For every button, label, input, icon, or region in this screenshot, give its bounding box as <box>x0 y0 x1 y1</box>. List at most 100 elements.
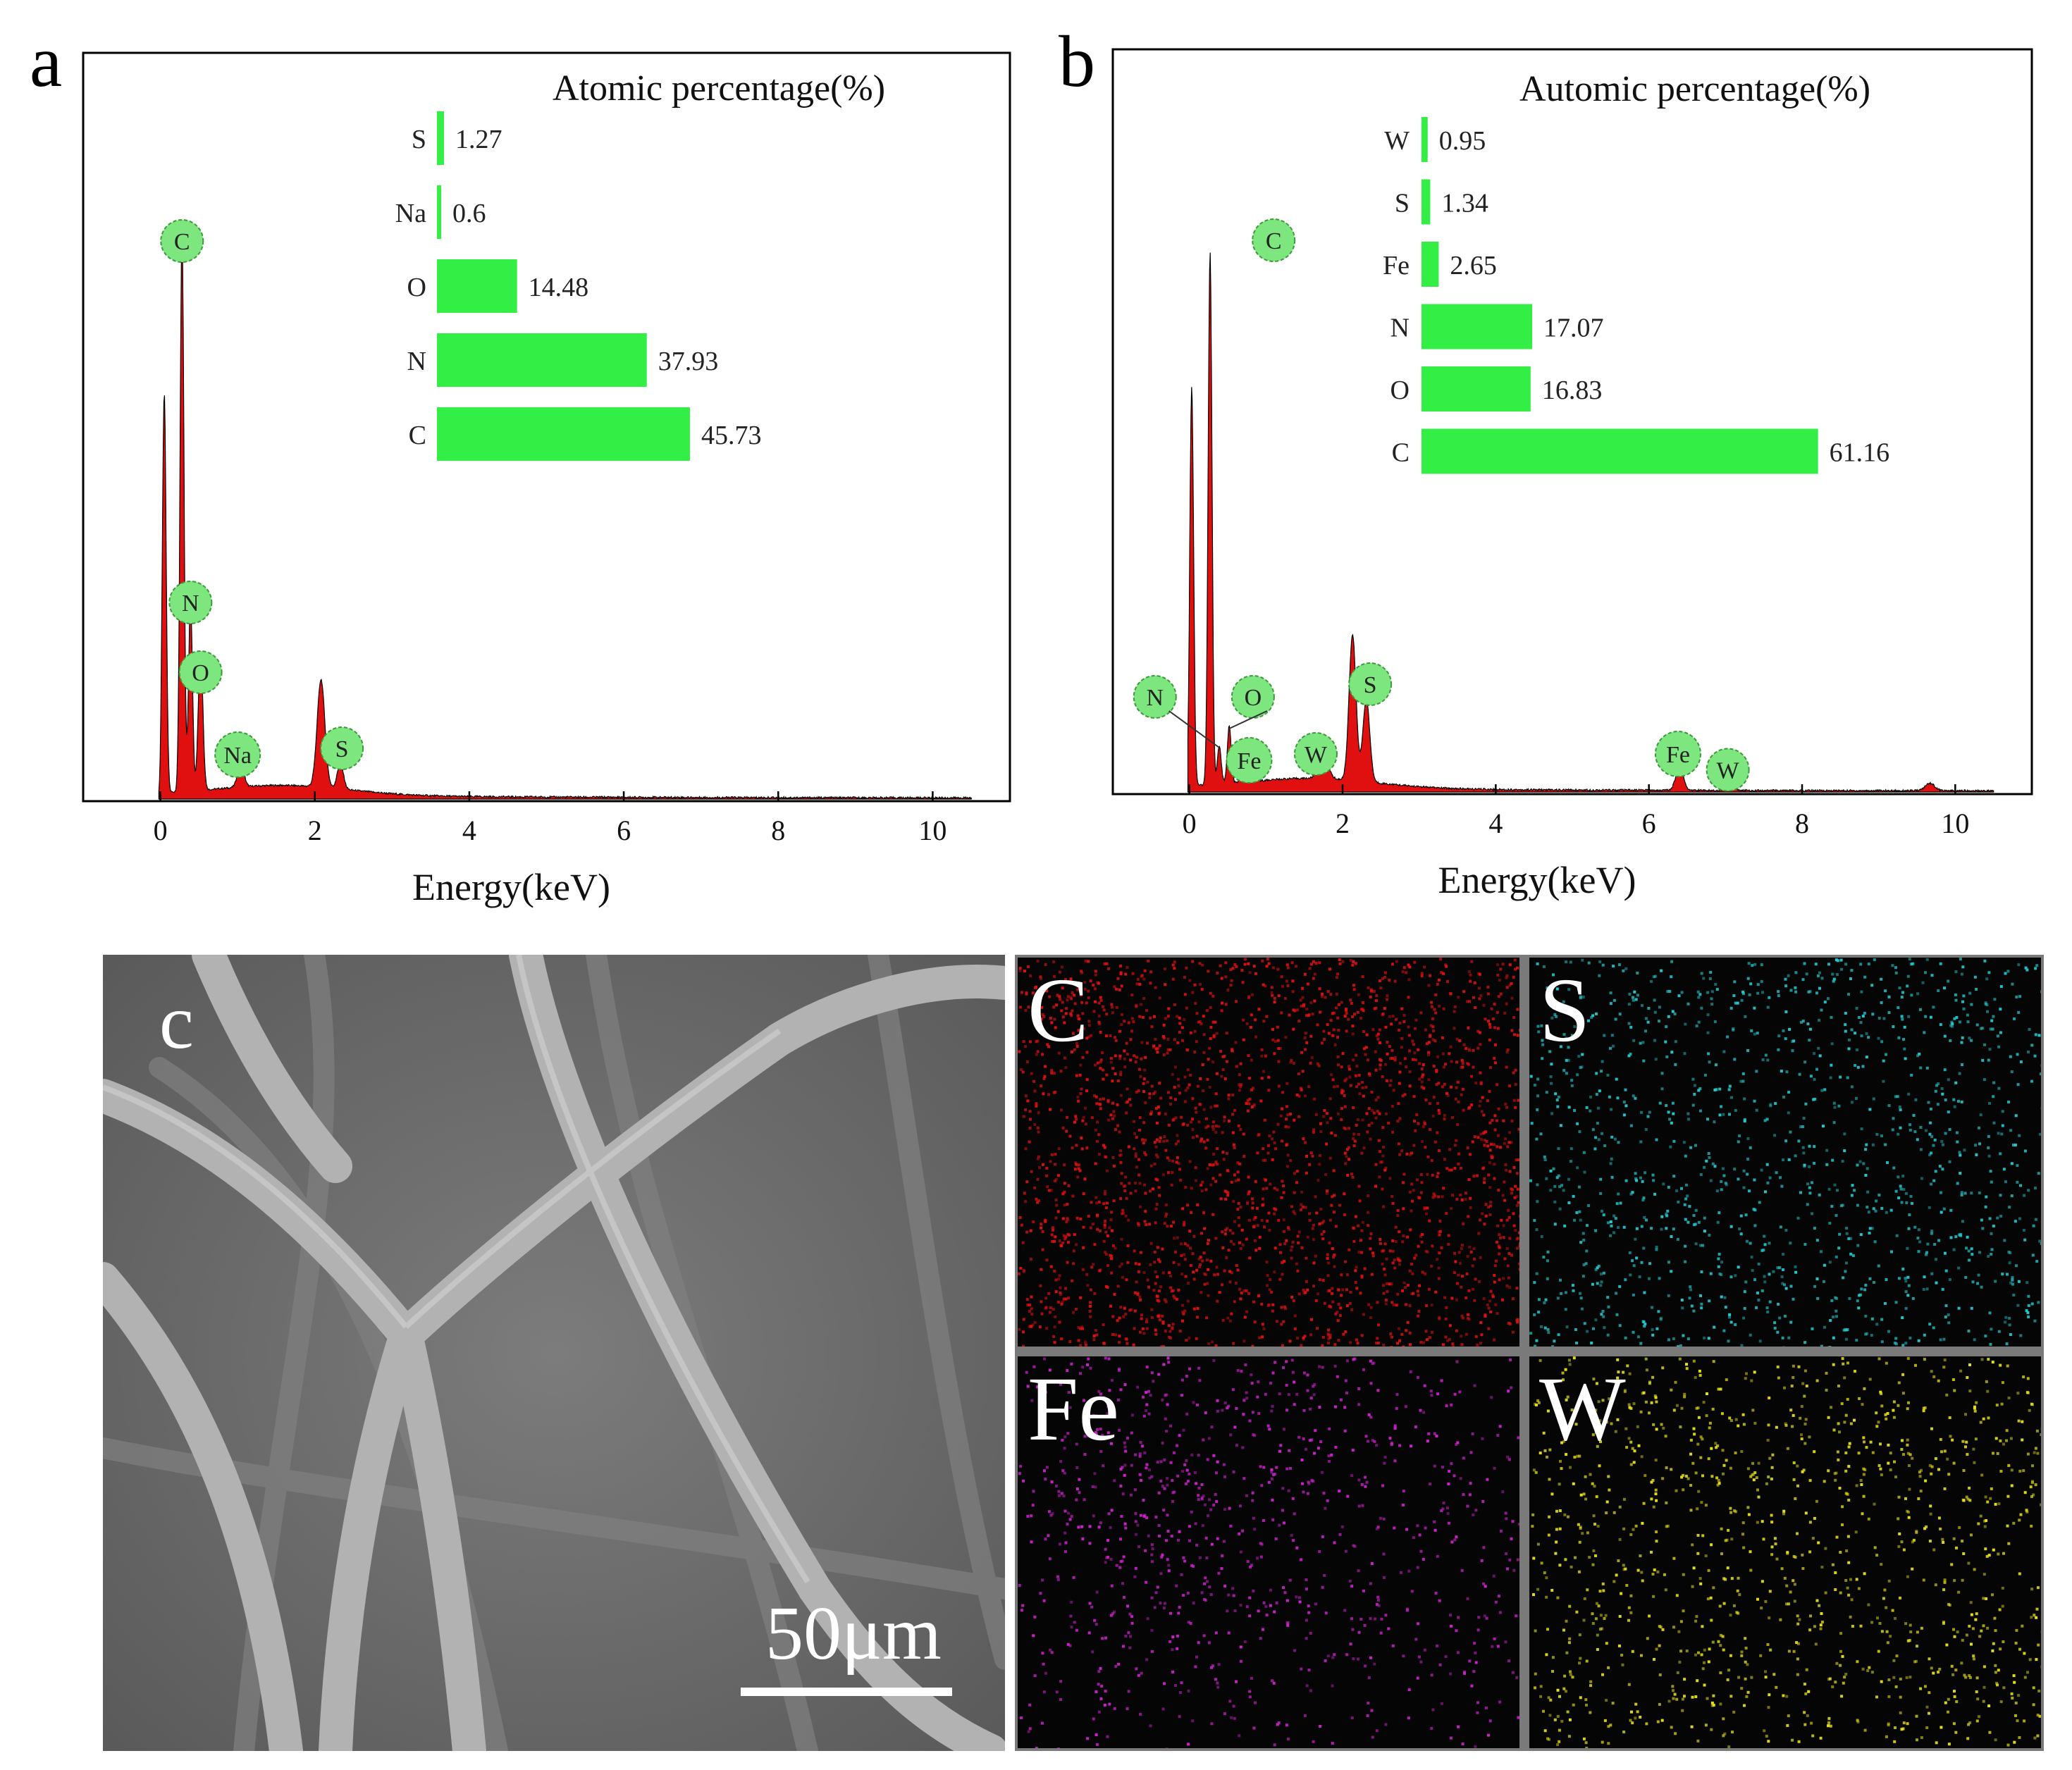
peak-label-circle <box>214 731 261 778</box>
peak-label-circle <box>168 581 213 624</box>
peak-label-o: O <box>1245 685 1262 711</box>
inset-bar <box>437 185 441 239</box>
annotation-arrow <box>1168 710 1220 748</box>
inset-category-label: W <box>1384 126 1410 156</box>
peak-label-circle <box>178 650 223 694</box>
peak-label-w: W <box>1305 742 1328 768</box>
x-axis-label: Energy(keV) <box>412 866 610 908</box>
x-tick-label: 4 <box>1488 807 1503 839</box>
inset-category-label: Na <box>395 199 426 228</box>
inset-category-label: N <box>1390 314 1410 343</box>
peak-label-circle <box>1133 675 1177 719</box>
inset-bar <box>1422 179 1431 225</box>
peak-label-circle <box>1654 731 1701 777</box>
map-tile-s: S <box>1529 958 2041 1347</box>
inset-bar <box>437 259 517 313</box>
map-tile-w: W <box>1529 1356 2041 1748</box>
x-axis-label: Energy(keV) <box>1438 859 1636 901</box>
inset-value-label: 37.93 <box>658 347 719 376</box>
scale-bar <box>741 1688 952 1696</box>
peak-label-circle <box>1293 732 1338 776</box>
peak-label-o: O <box>192 660 209 686</box>
inset-bar <box>1422 242 1439 287</box>
inset-value-label: 17.07 <box>1543 314 1604 343</box>
elemental-maps-grid: C S Fe W <box>1015 955 2044 1751</box>
inset-title: Atomic percentage(%) <box>553 68 885 109</box>
inset-category-label: Fe <box>1383 251 1410 280</box>
peak-label-na: Na <box>223 743 252 769</box>
peak-label-fe: Fe <box>1237 748 1261 774</box>
carbon-map-image <box>1018 958 1519 1347</box>
peak-label-s: S <box>335 736 349 762</box>
inset-category-label: S <box>412 125 426 154</box>
inset-value-label: 14.48 <box>529 273 589 302</box>
inset-bar <box>1422 428 1818 474</box>
inset-value-label: 61.16 <box>1830 438 1890 468</box>
inset-category-label: C <box>1392 438 1410 468</box>
x-tick-label: 8 <box>771 815 785 846</box>
scale-bar-label: 50μm <box>765 1592 942 1676</box>
x-tick-label: 0 <box>1183 807 1197 839</box>
x-tick-label: 8 <box>1795 807 1809 839</box>
inset-category-label: N <box>407 347 426 376</box>
map-label-s: S <box>1539 960 1591 1061</box>
panel-letter-b: b <box>1059 21 1095 102</box>
map-label-c: C <box>1028 960 1089 1061</box>
peak-label-circle <box>1348 662 1393 706</box>
inset-bar <box>1422 117 1428 162</box>
map-label-fe: Fe <box>1028 1359 1119 1460</box>
peak-label-circle <box>320 726 364 770</box>
inset-bar <box>1422 304 1533 349</box>
peak-label-n: N <box>182 590 199 617</box>
inset-bar <box>437 407 690 461</box>
peak-label-circle <box>1226 737 1273 784</box>
x-tick-label: 0 <box>154 815 168 846</box>
plot-frame <box>82 51 1011 803</box>
inset-category-label: C <box>409 421 426 450</box>
x-tick-label: 6 <box>1642 807 1656 839</box>
plot-frame <box>1111 48 2033 796</box>
inset-value-label: 45.73 <box>701 421 761 450</box>
inset-category-label: O <box>407 273 426 302</box>
iron-map-image <box>1018 1356 1519 1748</box>
tungsten-map-image <box>1529 1356 2041 1748</box>
x-tick-label: 6 <box>617 815 631 846</box>
x-tick-label: 4 <box>462 815 476 846</box>
inset-title: Automic percentage(%) <box>1519 69 1870 109</box>
peak-label-circle <box>1252 218 1296 262</box>
sulfur-map-image <box>1529 958 2041 1347</box>
annotation-arrow <box>1228 710 1268 729</box>
inset-value-label: 2.65 <box>1450 251 1497 280</box>
x-tick-label: 10 <box>918 815 946 846</box>
peak-label-circle <box>160 219 204 263</box>
panel-letter-a: a <box>30 21 63 102</box>
inset-bar <box>437 333 647 387</box>
x-tick-label: 10 <box>1941 807 1969 839</box>
inset-value-label: 0.6 <box>452 199 486 228</box>
inset-value-label: 1.34 <box>1441 189 1488 218</box>
peak-label-c: C <box>1266 228 1282 254</box>
inset-bar <box>1422 366 1531 411</box>
inset-category-label: O <box>1390 376 1410 405</box>
sem-image <box>103 955 1005 1751</box>
inset-value-label: 16.83 <box>1542 376 1603 405</box>
inset-value-label: 0.95 <box>1439 126 1486 156</box>
peak-label-c: C <box>174 229 190 255</box>
map-label-w: W <box>1539 1359 1626 1460</box>
peak-label-n: N <box>1146 685 1164 711</box>
peak-label-fe: Fe <box>1666 742 1690 768</box>
eds-spectrum-chart-a: 0 2 4 6 8 10 Energy(keV) C N O Na S Atomic percentag… <box>82 51 1011 908</box>
x-tick-label: 2 <box>1336 807 1350 839</box>
peak-label-circle <box>1231 675 1275 719</box>
map-tile-c: C <box>1018 958 1519 1347</box>
spectrum-area <box>158 233 972 800</box>
peak-label-w: W <box>1717 758 1740 784</box>
inset-bar <box>437 111 444 165</box>
inset-value-label: 1.27 <box>455 125 502 154</box>
peak-label-circle <box>1706 748 1750 792</box>
sem-image-panel: c 50μm <box>103 955 1005 1751</box>
peak-label-s: S <box>1364 672 1377 698</box>
panel-letter-c: c <box>159 979 194 1065</box>
map-tile-fe: Fe <box>1018 1356 1519 1748</box>
x-tick-label: 2 <box>308 815 322 846</box>
